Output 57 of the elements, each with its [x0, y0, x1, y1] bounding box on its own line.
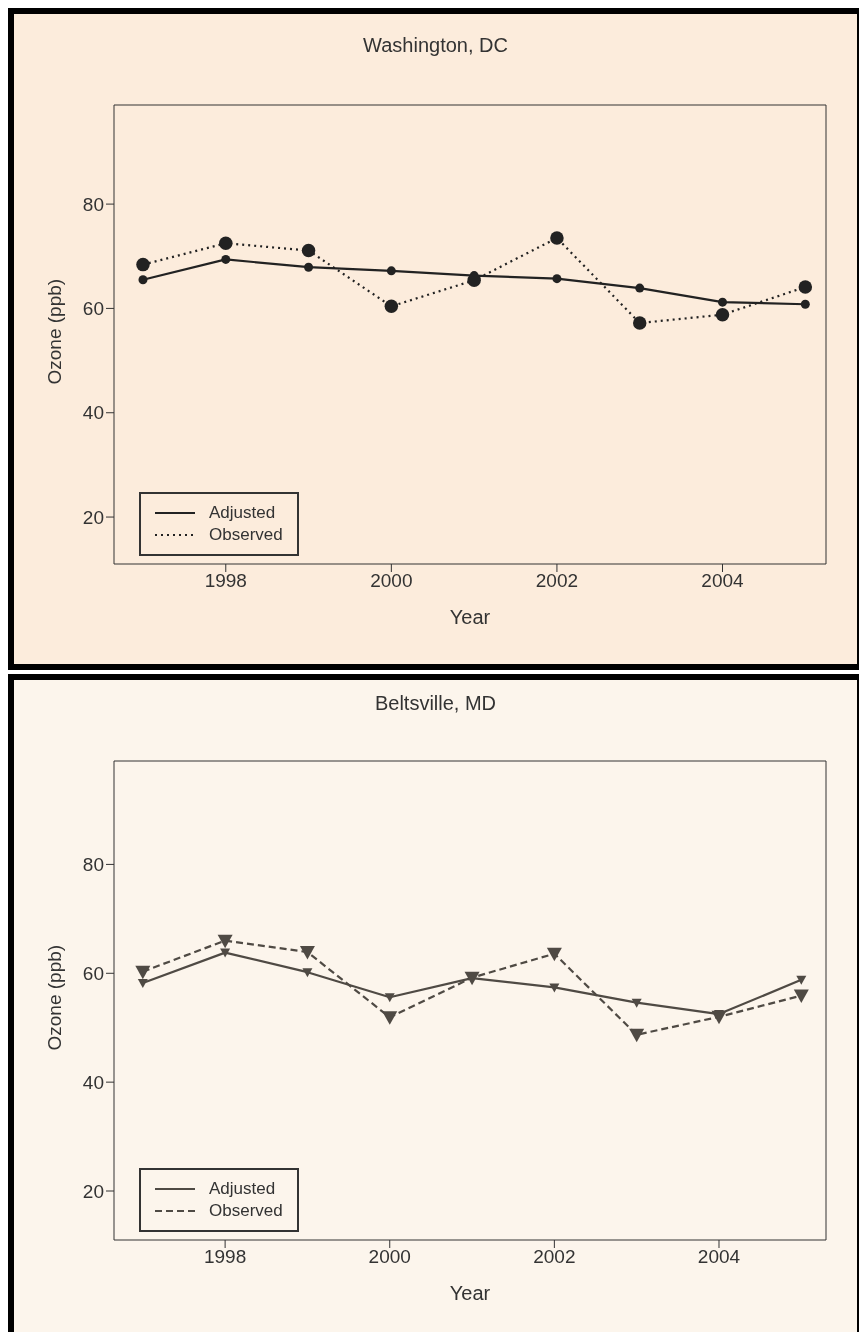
- point: [550, 231, 564, 245]
- point: [715, 307, 730, 322]
- x-tick-label: 1998: [204, 570, 247, 592]
- point: [221, 254, 231, 264]
- legend-label: Adjusted: [209, 1178, 276, 1200]
- y-tick-label: 60: [82, 298, 104, 320]
- point: [635, 283, 645, 293]
- chart-title: Washington, DC: [362, 34, 509, 57]
- point: [137, 979, 148, 989]
- x-axis-title: Year: [449, 1282, 491, 1304]
- legend-label: Adjusted: [209, 502, 276, 524]
- x-axis-title: Year: [449, 606, 491, 628]
- point: [219, 236, 233, 250]
- point: [718, 297, 728, 307]
- point: [217, 934, 233, 949]
- point: [386, 266, 396, 276]
- y-tick-label: 60: [82, 963, 104, 985]
- point: [631, 998, 642, 1008]
- point: [384, 993, 395, 1003]
- y-axis-title: Ozone (ppb): [43, 278, 65, 385]
- y-tick-label: 80: [82, 193, 104, 215]
- legend-label: Observed: [209, 524, 283, 546]
- legend-label: Observed: [209, 1200, 283, 1222]
- y-tick-label: 80: [82, 854, 104, 876]
- point: [629, 1028, 645, 1043]
- y-tick-label: 20: [82, 506, 104, 528]
- x-tick-label: 2002: [535, 570, 579, 592]
- point: [136, 257, 150, 272]
- y-tick-label: 40: [82, 402, 104, 424]
- point: [796, 975, 807, 985]
- point: [382, 1011, 398, 1025]
- point: [299, 946, 315, 960]
- chart-title: Beltsville, MD: [373, 692, 498, 715]
- point: [302, 968, 313, 978]
- x-tick-label: 2004: [701, 570, 745, 592]
- x-tick-label: 2000: [368, 1246, 411, 1268]
- y-axis-title: Ozone (ppb): [43, 944, 65, 1051]
- point: [301, 243, 316, 258]
- x-tick-label: 1998: [203, 1246, 247, 1268]
- point: [711, 1010, 727, 1025]
- x-tick-label: 2000: [370, 570, 413, 592]
- point: [793, 989, 809, 1004]
- y-tick-label: 40: [82, 1071, 104, 1093]
- point: [800, 299, 810, 309]
- point: [546, 947, 562, 962]
- point: [549, 983, 560, 993]
- point: [138, 275, 148, 285]
- point: [135, 965, 151, 980]
- x-tick-label: 2002: [533, 1246, 576, 1268]
- point: [798, 280, 813, 294]
- y-tick-label: 20: [82, 1180, 104, 1202]
- point: [384, 299, 399, 314]
- point: [304, 262, 314, 272]
- x-tick-label: 2004: [697, 1246, 741, 1268]
- point: [552, 274, 562, 284]
- point: [220, 948, 231, 958]
- point: [632, 316, 647, 330]
